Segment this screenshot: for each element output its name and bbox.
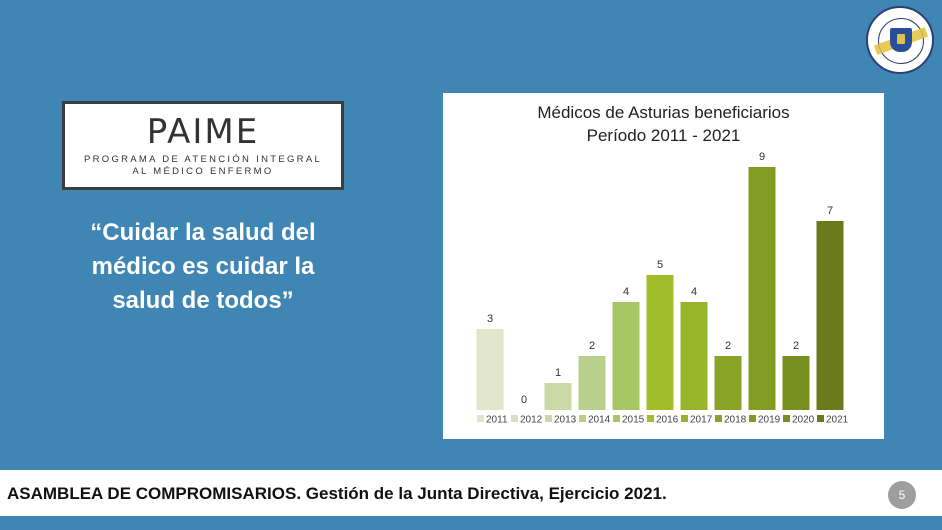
footer-bar: ASAMBLEA DE COMPROMISARIOS. Gestión de l…: [0, 470, 942, 516]
chart-title-line-2: Período 2011 - 2021: [586, 126, 741, 145]
bar-value-label: 5: [657, 259, 663, 271]
chart-title: Médicos de Asturias beneficiarios Períod…: [443, 101, 884, 147]
legend-label: 2016: [656, 415, 679, 426]
legend-label: 2020: [792, 415, 815, 426]
bar-value-label: 9: [759, 151, 765, 163]
chart-bar: [646, 275, 674, 410]
chart-bar: [748, 167, 776, 410]
legend-swatch: [681, 415, 688, 422]
bar-value-label: 2: [589, 340, 595, 352]
legend-swatch: [613, 415, 620, 422]
seal-inner-ring: [878, 18, 924, 64]
legend-label: 2014: [588, 415, 611, 426]
quote-line: salud de todos”: [112, 287, 294, 314]
legend-label: 2021: [826, 415, 849, 426]
legend-label: 2017: [690, 415, 713, 426]
chart-title-line-1: Médicos de Asturias beneficiarios: [537, 103, 790, 122]
footer-text: ASAMBLEA DE COMPROMISARIOS. Gestión de l…: [7, 484, 667, 503]
beneficiaries-bar-chart: Médicos de Asturias beneficiarios Períod…: [443, 93, 884, 439]
legend-swatch: [545, 415, 552, 422]
bar-value-label: 4: [623, 286, 629, 298]
bar-value-label: 3: [487, 313, 493, 325]
quote-line: “Cuidar la salud del: [90, 219, 316, 246]
legend-swatch: [511, 415, 518, 422]
legend-swatch: [647, 415, 654, 422]
legend-swatch: [817, 415, 824, 422]
seal-shield: [890, 28, 912, 52]
chart-bar: [782, 356, 810, 410]
bar-value-label: 1: [555, 367, 561, 379]
chart-bar: [612, 302, 640, 410]
bar-value-label: 0: [521, 394, 527, 406]
legend-label: 2019: [758, 415, 781, 426]
bar-value-label: 4: [691, 286, 697, 298]
chart-bar: [816, 221, 844, 410]
bar-value-label: 2: [725, 340, 731, 352]
legend-label: 2015: [622, 415, 645, 426]
paime-subtitle-line-2: AL MÉDICO ENFERMO: [132, 166, 274, 177]
page-number-badge: 5: [888, 481, 916, 509]
legend-swatch: [749, 415, 756, 422]
college-seal-icon: [866, 6, 934, 74]
legend-swatch: [477, 415, 484, 422]
legend-label: 2013: [554, 415, 577, 426]
paime-subtitle-line-1: PROGRAMA DE ATENCIÓN INTEGRAL: [83, 154, 323, 165]
slogan-quote: “Cuidar la salud del médico es cuidar la…: [60, 216, 346, 318]
bar-value-label: 7: [827, 205, 833, 217]
paime-logo-box: PAIME PROGRAMA DE ATENCIÓN INTEGRAL AL M…: [62, 101, 344, 190]
chart-bar: [714, 356, 742, 410]
chart-bar: [680, 302, 708, 410]
chart-plot: 3 0 1 2 4 5 4 2 9 2 7 2011 2012 2013 2014 2015 2016 2017 2…: [476, 151, 849, 426]
bar-value-label: 2: [793, 340, 799, 352]
legend-label: 2011: [486, 415, 508, 426]
legend-label: 2012: [520, 415, 543, 426]
legend-swatch: [579, 415, 586, 422]
legend-label: 2018: [724, 415, 747, 426]
quote-line: médico es cuidar la: [91, 253, 315, 280]
legend-swatch: [783, 415, 790, 422]
legend-swatch: [715, 415, 722, 422]
chart-bar: [544, 383, 572, 410]
chart-bar: [476, 329, 504, 410]
paime-title: PAIME: [146, 112, 260, 152]
chart-bar: [578, 356, 606, 410]
